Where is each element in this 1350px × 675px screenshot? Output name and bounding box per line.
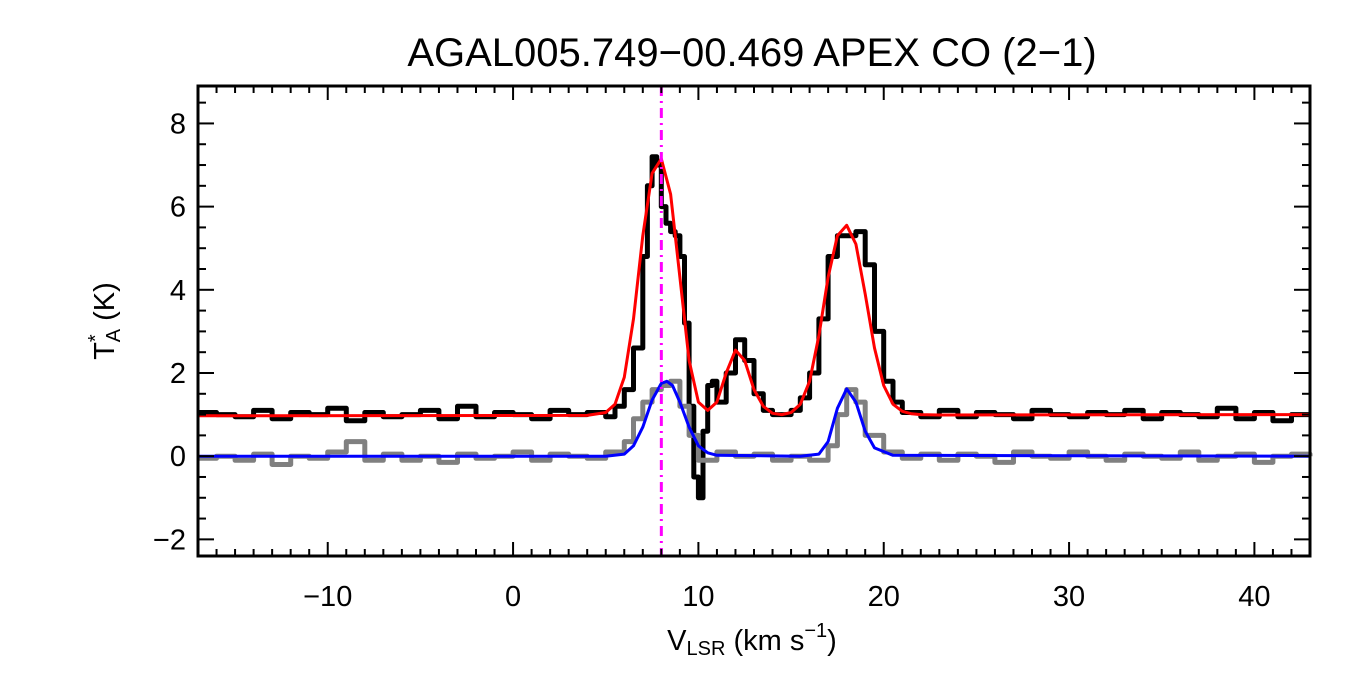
- y-label-superscript: *: [85, 334, 107, 342]
- y-tick-label: −2: [153, 524, 186, 556]
- series-layer: [197, 154, 1313, 501]
- x-label-close: ): [827, 625, 837, 657]
- x-label-main: V: [667, 625, 687, 657]
- plot-area: [196, 84, 1313, 558]
- y-tick-label: 8: [170, 108, 186, 140]
- y-label-main: T: [89, 342, 121, 360]
- y-label-unit: (K): [89, 282, 121, 329]
- y-tick-label: 6: [170, 192, 186, 224]
- x-axis-label: VLSR (km s−1): [667, 620, 837, 660]
- x-label-unit: (km s: [725, 625, 804, 657]
- x-tick-label: 20: [868, 581, 900, 613]
- y-tick-labels: −2 0 2 4 6 8: [153, 108, 186, 556]
- x-tick-label: 10: [682, 581, 714, 613]
- axis-ticks: [197, 86, 1311, 556]
- x-tick-label: 40: [1238, 581, 1270, 613]
- y-tick-label: 4: [170, 275, 186, 307]
- plot-background: [198, 86, 1310, 556]
- x-tick-label: 0: [505, 581, 521, 613]
- y-tick-label: 0: [170, 441, 186, 473]
- x-label-superscript: −1: [804, 620, 827, 642]
- fit-spectrum-line: [197, 157, 1311, 418]
- x-tick-labels: −10 0 10 20 30 40: [303, 581, 1270, 613]
- x-label-subscript: LSR: [687, 638, 726, 660]
- component-spectrum-line: [198, 379, 1311, 458]
- x-tick-label: −10: [303, 581, 352, 613]
- chart-title: AGAL005.749−00.469 APEX CO (2−1): [407, 31, 1096, 75]
- y-axis-label: T*A (K): [85, 282, 125, 360]
- y-tick-label: 2: [170, 358, 186, 390]
- y-label-subscript: A: [103, 328, 125, 342]
- x-tick-label: 30: [1053, 581, 1085, 613]
